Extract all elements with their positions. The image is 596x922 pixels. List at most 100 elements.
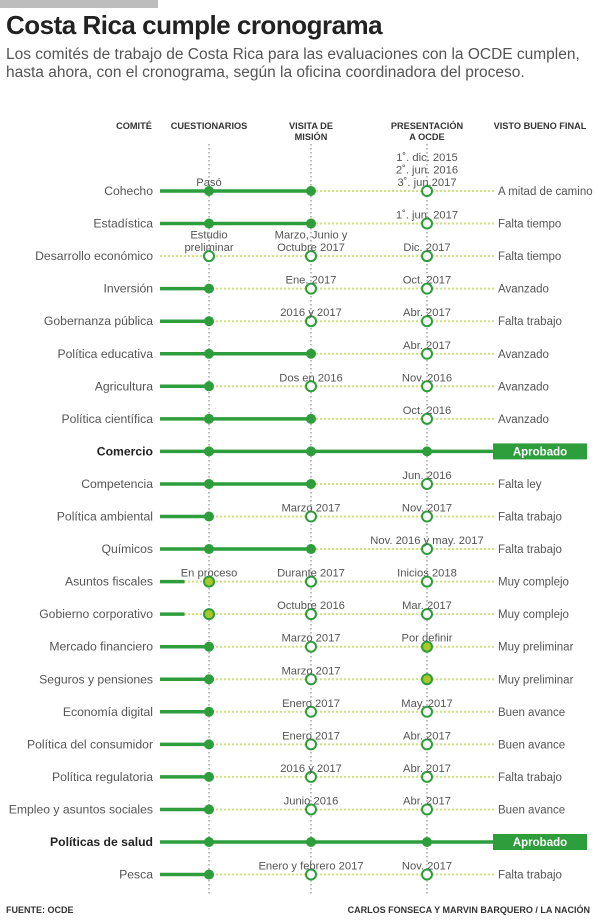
- page-subtitle: Los comités de trabajo de Costa Rica par…: [6, 46, 580, 81]
- milestone-label: En proceso: [181, 568, 238, 580]
- milestone-label: Dos en 2016: [279, 372, 342, 384]
- final-status: Falta trabajo: [498, 544, 562, 556]
- final-status: Falta trabajo: [498, 512, 562, 524]
- milestone-label: Nov. 2017: [402, 861, 452, 873]
- milestone-label: Oct. 2017: [403, 275, 452, 287]
- committee-row: Economía digital Enero 2017 May. 2017 Buen …: [63, 698, 565, 719]
- milestone-dot: [204, 381, 214, 392]
- final-status: Aprobado: [513, 446, 567, 458]
- milestone-dot: [422, 446, 432, 457]
- page-title: Costa Rica cumple cronograma: [6, 10, 383, 40]
- committee-name: Política ambiental: [57, 510, 153, 524]
- milestone-dot: [204, 413, 214, 424]
- milestone-dot: [421, 640, 433, 653]
- final-status: Buen avance: [498, 707, 565, 719]
- column-header: CUESTIONARIOS: [171, 121, 248, 131]
- milestone-label: Jun. 2016: [402, 470, 451, 482]
- committee-name: Agricultura: [95, 379, 153, 393]
- final-status: Avanzado: [498, 381, 549, 393]
- milestone-dot: [204, 348, 214, 359]
- column-header: PRESENTACIÓN: [391, 120, 464, 131]
- final-status: Falta tiempo: [498, 251, 561, 263]
- final-status: Muy preliminar: [498, 642, 574, 654]
- committee-name: Gobernanza pública: [44, 314, 153, 328]
- final-status: Muy complejo: [498, 577, 569, 589]
- source-note: FUENTE: OCDE: [6, 905, 74, 915]
- final-status: Falta trabajo: [498, 870, 562, 882]
- milestone-dot: [204, 641, 214, 652]
- milestone-dot: [421, 185, 433, 197]
- committee-row: Gobierno corporativo Octubre 2016 Mar. 201…: [39, 600, 569, 621]
- committee-row: Químicos Nov. 2016 y may. 2017 Falta traba…: [102, 535, 562, 556]
- milestone-dot: [305, 608, 317, 621]
- final-status: Falta trabajo: [498, 316, 562, 328]
- committee-name: Cohecho: [104, 184, 153, 198]
- milestone-label: preliminar: [184, 242, 233, 254]
- milestone-dot: [421, 803, 433, 816]
- final-status: Muy preliminar: [498, 674, 574, 686]
- committee-name: Política regulatoria: [52, 770, 153, 784]
- milestone-dot: [305, 803, 317, 816]
- milestone-dot: [306, 544, 316, 555]
- milestone-label: Nov. 2017: [402, 503, 452, 515]
- milestone-dot: [203, 575, 215, 588]
- committee-row: Seguros y pensiones Marzo 2017 Muy prelimi…: [39, 665, 573, 686]
- milestone-label: Marzo, Junio y: [275, 230, 348, 242]
- committee-name: Política del consumidor: [27, 737, 153, 751]
- milestone-dot: [421, 575, 433, 588]
- committee-name: Comercio: [97, 444, 153, 458]
- committee-row: Política ambiental Marzo 2017 Nov. 2017 Fal…: [57, 503, 562, 524]
- milestone-dot: [305, 640, 317, 653]
- committee-name: Estadística: [93, 217, 153, 231]
- committee-row: Competencia Jun. 2016 Falta ley: [81, 470, 542, 491]
- milestone-dot: [203, 250, 215, 263]
- milestone-dot: [306, 478, 316, 489]
- milestone-dot: [421, 347, 433, 360]
- committee-name: Desarrollo económico: [35, 249, 153, 263]
- milestone-label: Marzo 2017: [281, 503, 340, 515]
- milestone-label: Nov. 2016: [402, 372, 452, 384]
- milestone-label: Enero y febrero 2017: [258, 861, 363, 873]
- milestone-dot: [306, 218, 316, 229]
- committee-row: Pesca Enero y febrero 2017 Nov. 2017 Falta …: [119, 861, 562, 882]
- committee-row: Asuntos fiscales En proceso Durante 2017 In…: [65, 568, 569, 589]
- milestone-dot: [421, 380, 433, 393]
- final-status: Falta ley: [498, 479, 542, 491]
- milestone-label: Abr. 2017: [403, 763, 451, 775]
- approved-badge: [493, 443, 587, 460]
- committee-name: Asuntos fiscales: [65, 575, 153, 589]
- milestone-dot: [305, 510, 317, 523]
- committee-name: Gobierno corporativo: [39, 607, 153, 621]
- milestone-label: Abr. 2017: [403, 795, 451, 807]
- committee-row: Políticas de salud Aprobado: [50, 834, 587, 850]
- milestone-label: 2016 y 2017: [280, 763, 342, 775]
- milestone-label: 1˚. jun. 2017: [396, 210, 458, 222]
- milestone-dot: [306, 446, 316, 457]
- final-status: Buen avance: [498, 739, 565, 751]
- milestone-label: Oct. 2016: [403, 405, 452, 417]
- milestone-label: Junio 2016: [284, 795, 339, 807]
- column-header: MISIÓN: [295, 131, 328, 142]
- committee-row: Política educativa Abr. 2017 Avanzado: [57, 340, 548, 361]
- milestone-dot: [306, 413, 316, 424]
- milestone-label: Abr. 2017: [403, 307, 451, 319]
- milestone-dot: [204, 186, 214, 196]
- milestone-label: Marzo 2017: [281, 665, 340, 677]
- milestone-dot: [204, 869, 214, 880]
- committee-name: Políticas de salud: [50, 835, 153, 849]
- committee-name: Inversión: [104, 282, 153, 296]
- milestone-dot: [204, 674, 214, 685]
- milestone-label: 1˚. dic. 2015: [396, 152, 458, 164]
- credits-note: CARLOS FONSECA Y MARVIN BARQUERO / LA NA…: [347, 905, 590, 915]
- milestone-dot: [422, 837, 432, 847]
- milestone-label: Mar. 2017: [402, 600, 452, 612]
- milestone-dot: [305, 868, 317, 881]
- committee-row: Empleo y asuntos sociales Junio 2016 Abr. …: [9, 795, 565, 816]
- milestone-dot: [204, 446, 214, 457]
- committee-row: Inversión Ene. 2017 Oct. 2017 Avanzado: [104, 275, 549, 296]
- milestone-label: 3˚. jun.2017: [397, 177, 456, 189]
- committee-name: Economía digital: [63, 705, 153, 719]
- committee-row: Gobernanza pública 2016 y 2017 Abr. 2017 Fa…: [44, 307, 562, 328]
